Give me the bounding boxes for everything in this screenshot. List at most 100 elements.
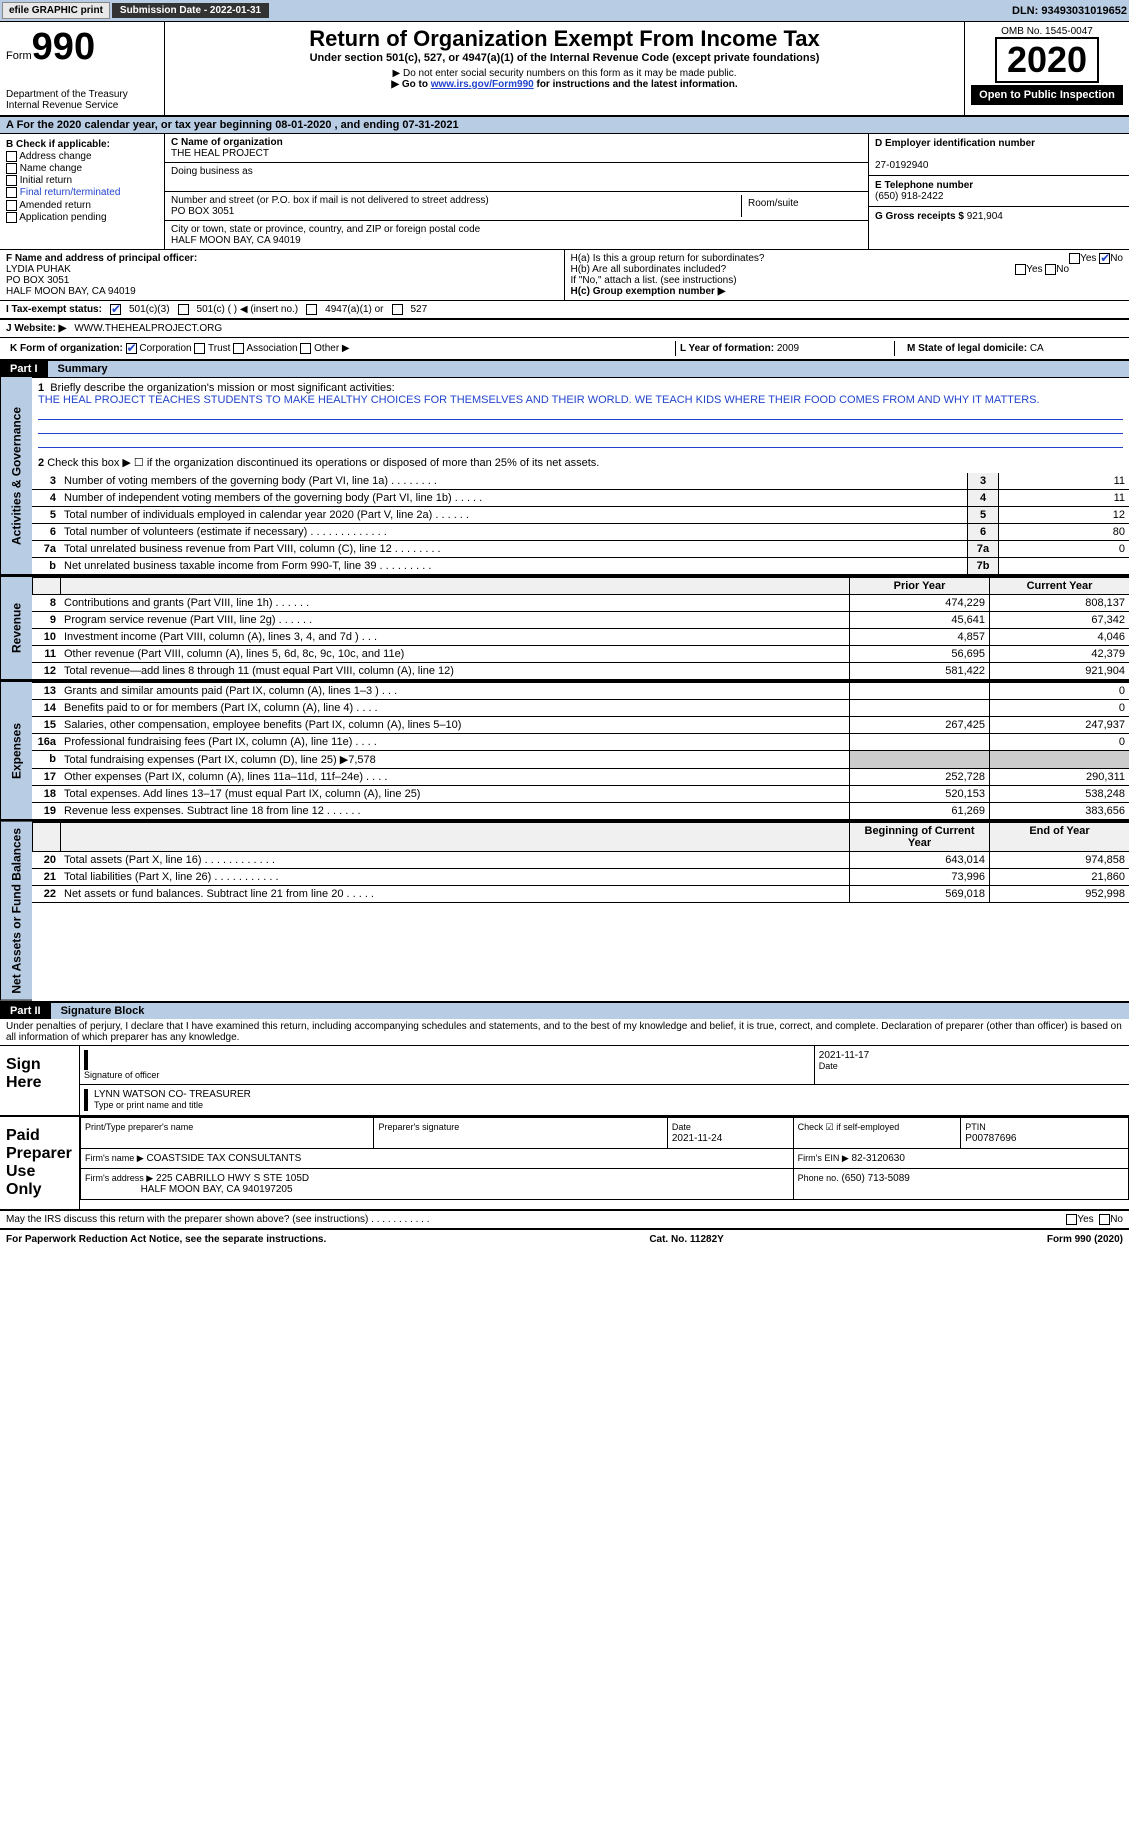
- sig-officer-label: Signature of officer: [84, 1070, 810, 1080]
- q1-num: 1: [38, 382, 44, 394]
- hb-no-check[interactable]: [1045, 264, 1056, 275]
- col-headers-na: Beginning of Current Year End of Year: [32, 823, 1129, 852]
- prep-h1: Print/Type preparer's name: [85, 1122, 193, 1132]
- mission-line: [38, 434, 1123, 448]
- table-row: 3Number of voting members of the governi…: [32, 473, 1129, 490]
- l-value: 2009: [777, 343, 799, 354]
- expenses-block: Expenses 13Grants and similar amounts pa…: [0, 682, 1129, 822]
- k-label: K Form of organization:: [10, 343, 123, 354]
- paid-preparer-block: Paid Preparer Use Only Print/Type prepar…: [0, 1117, 1129, 1211]
- hb-yes: Yes: [1026, 264, 1042, 275]
- submission-date: Submission Date - 2022-01-31: [112, 3, 269, 18]
- ha-no-check[interactable]: [1099, 253, 1110, 264]
- note-ssn: ▶ Do not enter social security numbers o…: [171, 68, 958, 79]
- k-assoc-check[interactable]: [233, 343, 244, 354]
- k-other-check[interactable]: [300, 343, 311, 354]
- part-1-header: Part I Summary: [0, 361, 1129, 377]
- table-row: 9Program service revenue (Part VIII, lin…: [32, 612, 1129, 629]
- may-yes-check[interactable]: [1066, 1214, 1077, 1225]
- vlabel-expenses: Expenses: [0, 682, 32, 820]
- city: HALF MOON BAY, CA 94019: [171, 235, 301, 246]
- prep-h5: PTIN: [965, 1122, 986, 1132]
- f-h-block: F Name and address of principal officer:…: [0, 250, 1129, 301]
- may-no-check[interactable]: [1099, 1214, 1110, 1225]
- i-4947-check[interactable]: [306, 304, 317, 315]
- mission-line: [38, 406, 1123, 420]
- i-527-check[interactable]: [392, 304, 403, 315]
- website-url: WWW.THEHEALPROJECT.ORG: [74, 323, 222, 334]
- firm-addr2: HALF MOON BAY, CA 940197205: [141, 1184, 293, 1195]
- officer-addr1: PO BOX 3051: [6, 275, 69, 286]
- table-row: 15Salaries, other compensation, employee…: [32, 717, 1129, 734]
- goto-post: for instructions and the latest informat…: [534, 79, 738, 90]
- firm-addr: 225 CABRILLO HWY S STE 105D: [156, 1173, 309, 1184]
- part-label: Summary: [48, 361, 1129, 377]
- form-num: 990: [32, 26, 95, 68]
- tax-year: 2020: [995, 37, 1099, 83]
- efile-print-button[interactable]: efile GRAPHIC print: [2, 2, 110, 19]
- website-row: J Website: ▶ WWW.THEHEALPROJECT.ORG: [0, 320, 1129, 338]
- f-officer: F Name and address of principal officer:…: [0, 250, 565, 300]
- form-header: Form990 Department of the Treasury Inter…: [0, 22, 1129, 117]
- sign-here-block: Sign Here Signature of officer 2021-11-1…: [0, 1046, 1129, 1117]
- street-label: Number and street (or P.O. box if mail i…: [171, 195, 489, 206]
- i-501c3-check[interactable]: [110, 304, 121, 315]
- part-tag: Part II: [0, 1003, 51, 1019]
- hb-note: If "No," attach a list. (see instruction…: [571, 275, 1124, 286]
- dept-treasury: Department of the Treasury Internal Reve…: [6, 89, 158, 111]
- k-o1: Corporation: [139, 343, 191, 354]
- l-label: L Year of formation:: [680, 343, 774, 354]
- k-trust-check[interactable]: [194, 343, 205, 354]
- city-label: City or town, state or province, country…: [171, 224, 480, 235]
- table-row: 14Benefits paid to or for members (Part …: [32, 700, 1129, 717]
- check-label: Application pending: [19, 212, 106, 223]
- hb-yes-check[interactable]: [1015, 264, 1026, 275]
- box-b-checklist: B Check if applicable: Address change Na…: [0, 134, 165, 249]
- page-footer: For Paperwork Reduction Act Notice, see …: [0, 1230, 1129, 1249]
- footer-right: Form 990 (2020): [1047, 1234, 1123, 1245]
- firm-addr-label: Firm's address ▶: [85, 1173, 153, 1183]
- check-initial-return[interactable]: Initial return: [6, 175, 158, 186]
- phone: (650) 918-2422: [875, 191, 943, 202]
- irs-link[interactable]: www.irs.gov/Form990: [431, 79, 534, 90]
- k-l-m-row: K Form of organization: Corporation Trus…: [0, 338, 1129, 361]
- mission-block: 1 Briefly describe the organization's mi…: [32, 378, 1129, 473]
- check-final-return[interactable]: Final return/terminated: [6, 187, 158, 198]
- table-row: bNet unrelated business taxable income f…: [32, 558, 1129, 575]
- omb-number: OMB No. 1545-0047: [971, 26, 1123, 37]
- hb-no: No: [1056, 264, 1069, 275]
- dln: DLN: 93493031019652: [1012, 5, 1127, 17]
- room-label: Room/suite: [748, 198, 799, 209]
- i-label: I Tax-exempt status:: [6, 304, 102, 315]
- ha-yes-check[interactable]: [1069, 253, 1080, 264]
- k-corp-check[interactable]: [126, 343, 137, 354]
- check-app-pending[interactable]: Application pending: [6, 212, 158, 223]
- paid-label: Paid Preparer Use Only: [0, 1117, 80, 1209]
- prep-h2: Preparer's signature: [378, 1122, 459, 1132]
- form-word: Form: [6, 50, 32, 62]
- check-address-change[interactable]: Address change: [6, 151, 158, 162]
- i-o1: 501(c)(3): [129, 304, 170, 315]
- hdr-beg-year: Beginning of Current Year: [849, 823, 989, 851]
- tax-exempt-status: I Tax-exempt status: 501(c)(3) 501(c) ( …: [0, 301, 1129, 320]
- org-name: THE HEAL PROJECT: [171, 148, 269, 159]
- col-headers: Prior Year Current Year: [32, 578, 1129, 595]
- sig-name-label: Type or print name and title: [94, 1100, 203, 1110]
- form-subtitle: Under section 501(c), 527, or 4947(a)(1)…: [171, 52, 958, 64]
- c-label: C Name of organization: [171, 137, 283, 148]
- i-o3: 4947(a)(1) or: [325, 304, 383, 315]
- identity-mid: C Name of organizationTHE HEAL PROJECT D…: [165, 134, 869, 249]
- hdr-current-year: Current Year: [989, 578, 1129, 594]
- sig-disclaimer: Under penalties of perjury, I declare th…: [0, 1019, 1129, 1046]
- ha-no: No: [1110, 253, 1123, 264]
- e-label: E Telephone number: [875, 180, 973, 191]
- table-row: 12Total revenue—add lines 8 through 11 (…: [32, 663, 1129, 680]
- prep-date: 2021-11-24: [672, 1133, 722, 1144]
- footer-cat: Cat. No. 11282Y: [649, 1234, 723, 1245]
- mission-text: THE HEAL PROJECT TEACHES STUDENTS TO MAK…: [38, 394, 1040, 406]
- i-501c-check[interactable]: [178, 304, 189, 315]
- check-name-change[interactable]: Name change: [6, 163, 158, 174]
- toolbar: efile GRAPHIC print Submission Date - 20…: [0, 0, 1129, 22]
- check-amended[interactable]: Amended return: [6, 200, 158, 211]
- firm-name: COASTSIDE TAX CONSULTANTS: [146, 1153, 301, 1164]
